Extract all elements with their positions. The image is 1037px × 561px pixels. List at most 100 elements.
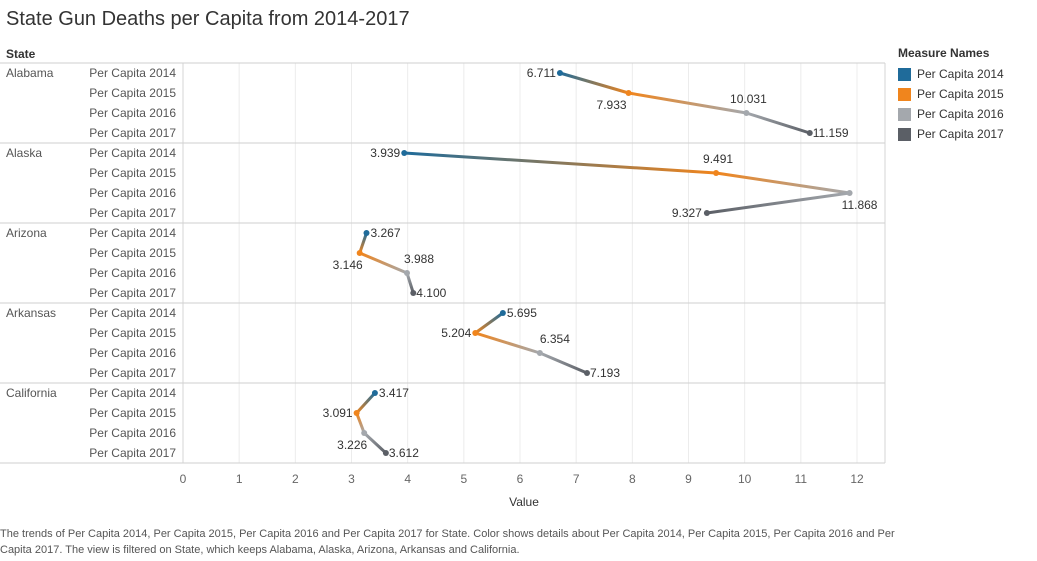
series-segment <box>402 151 718 175</box>
measure-row-label: Per Capita 2015 <box>89 246 176 260</box>
data-point <box>584 370 591 376</box>
x-tick-label: 2 <box>292 472 299 486</box>
measure-row-label: Per Capita 2014 <box>89 226 176 240</box>
series-segment <box>355 411 366 435</box>
data-point <box>410 290 417 296</box>
x-tick-label: 6 <box>517 472 524 486</box>
series-segment <box>358 231 368 255</box>
measure-row-label: Per Capita 2017 <box>89 366 176 380</box>
data-point <box>743 110 750 116</box>
legend-item-2014[interactable]: Per Capita 2014 <box>898 64 1004 84</box>
data-point <box>363 230 370 236</box>
data-label: 5.204 <box>441 326 471 340</box>
row-header: State <box>6 47 36 61</box>
series-segment <box>558 71 631 95</box>
data-point <box>371 390 378 396</box>
measure-row-label: Per Capita 2016 <box>89 346 176 360</box>
chart-title: State Gun Deaths per Capita from 2014-20… <box>6 8 410 30</box>
measure-row-label: Per Capita 2015 <box>89 166 176 180</box>
data-label: 5.695 <box>507 306 537 320</box>
legend-label: Per Capita 2014 <box>917 67 1004 81</box>
data-label: 3.267 <box>370 226 400 240</box>
data-label: 6.711 <box>527 66 556 80</box>
measure-row-label: Per Capita 2016 <box>89 106 176 120</box>
state-label: Arizona <box>6 226 47 240</box>
series-segment <box>355 391 377 415</box>
series-segment <box>358 251 409 275</box>
legend-label: Per Capita 2015 <box>917 87 1004 101</box>
measure-row-label: Per Capita 2016 <box>89 186 176 200</box>
measure-row-label: Per Capita 2016 <box>89 266 176 280</box>
measure-row-label: Per Capita 2017 <box>89 286 176 300</box>
data-label: 3.939 <box>370 146 400 160</box>
measure-row-label: Per Capita 2014 <box>89 146 176 160</box>
x-tick-label: 5 <box>460 472 467 486</box>
measure-row-label: Per Capita 2015 <box>89 326 176 340</box>
x-tick-label: 7 <box>573 472 580 486</box>
measure-row-label: Per Capita 2017 <box>89 206 176 220</box>
series-segment <box>744 111 812 135</box>
state-label: Alabama <box>6 66 54 80</box>
measure-row-label: Per Capita 2017 <box>89 126 176 140</box>
legend-swatch <box>898 107 911 121</box>
data-point <box>499 310 506 316</box>
data-label: 3.417 <box>379 386 409 400</box>
data-label: 4.100 <box>416 286 446 300</box>
legend-label: Per Capita 2016 <box>917 107 1004 121</box>
data-point <box>353 410 360 416</box>
data-label: 3.091 <box>323 406 353 420</box>
data-label: 11.159 <box>813 126 849 140</box>
series-segment <box>362 431 388 455</box>
legend-item-2017[interactable]: Per Capita 2017 <box>898 124 1004 144</box>
data-label: 6.354 <box>540 332 570 346</box>
measure-row-label: Per Capita 2014 <box>89 386 176 400</box>
series-segment <box>538 351 589 375</box>
series-segment <box>627 91 748 115</box>
measure-row-label: Per Capita 2016 <box>89 426 176 440</box>
series-segment <box>405 271 415 295</box>
data-point <box>713 170 720 176</box>
x-tick-label: 0 <box>180 472 187 486</box>
chart-area: State Alabama Per Capita 2014 Per Capita 20… <box>0 47 886 509</box>
legend-swatch <box>898 67 911 81</box>
legend-label: Per Capita 2017 <box>917 127 1004 141</box>
data-label: 3.146 <box>333 258 363 272</box>
data-point <box>356 250 363 256</box>
series-segment <box>473 331 542 355</box>
x-tick-label: 3 <box>348 472 355 486</box>
data-label: 11.868 <box>842 198 878 212</box>
data-point <box>472 330 479 336</box>
data-point <box>625 90 632 96</box>
series-segment <box>714 171 852 195</box>
legend-item-2015[interactable]: Per Capita 2015 <box>898 84 1004 104</box>
state-label: California <box>6 386 57 400</box>
measure-row-label: Per Capita 2017 <box>89 446 176 460</box>
data-label: 7.193 <box>590 366 620 380</box>
legend-swatch <box>898 127 911 141</box>
data-label: 9.491 <box>703 152 733 166</box>
x-tick-label: 11 <box>795 472 808 486</box>
data-point <box>361 430 368 436</box>
data-label: 9.327 <box>672 206 702 220</box>
x-tick-label: 8 <box>629 472 636 486</box>
data-point <box>401 150 408 156</box>
measure-row-label: Per Capita 2015 <box>89 86 176 100</box>
x-axis-label: Value <box>509 495 539 509</box>
legend-title: Measure Names <box>898 46 990 60</box>
data-point <box>382 450 389 456</box>
x-tick-label: 1 <box>236 472 243 486</box>
measure-row-label: Per Capita 2014 <box>89 66 176 80</box>
x-tick-label: 10 <box>738 472 752 486</box>
data-point <box>846 190 853 196</box>
measure-row-label: Per Capita 2014 <box>89 306 176 320</box>
data-label: 3.226 <box>337 438 367 452</box>
x-tick-label: 4 <box>404 472 411 486</box>
data-point <box>536 350 543 356</box>
data-point <box>806 130 813 136</box>
measure-row-label: Per Capita 2015 <box>89 406 176 420</box>
legend-swatch <box>898 87 911 101</box>
data-point <box>403 270 410 276</box>
data-label: 3.612 <box>389 446 419 460</box>
legend-item-2016[interactable]: Per Capita 2016 <box>898 104 1004 124</box>
data-point <box>703 210 710 216</box>
